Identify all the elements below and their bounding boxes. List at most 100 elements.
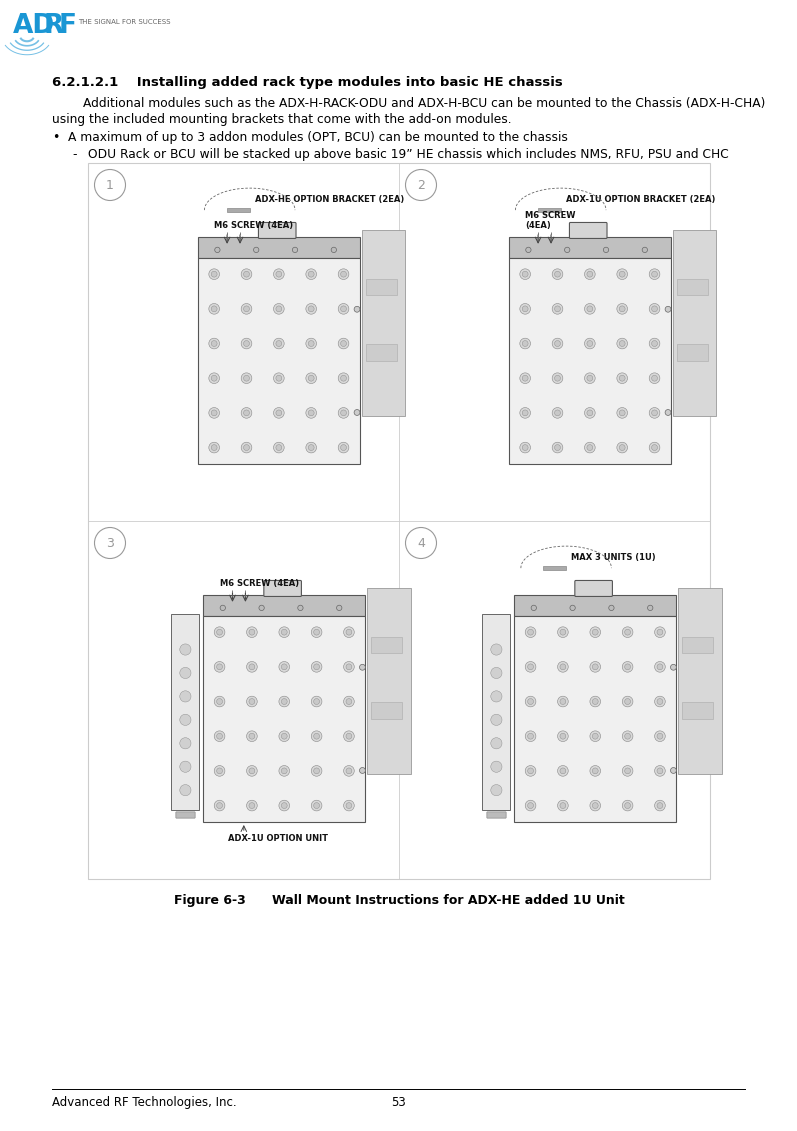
- Circle shape: [528, 699, 533, 705]
- Circle shape: [625, 664, 630, 670]
- Circle shape: [592, 768, 599, 774]
- Circle shape: [625, 768, 630, 774]
- FancyBboxPatch shape: [514, 615, 676, 822]
- Circle shape: [491, 644, 502, 655]
- Circle shape: [552, 269, 563, 279]
- Circle shape: [249, 629, 255, 636]
- Circle shape: [657, 629, 663, 636]
- Circle shape: [344, 801, 355, 811]
- Circle shape: [584, 269, 595, 279]
- Circle shape: [214, 697, 225, 707]
- Circle shape: [279, 731, 289, 742]
- Text: M6 SCREW (4EA): M6 SCREW (4EA): [219, 579, 299, 588]
- Circle shape: [654, 662, 665, 672]
- Circle shape: [526, 248, 531, 252]
- Text: M6 SCREW
(4EA): M6 SCREW (4EA): [525, 210, 575, 230]
- Circle shape: [491, 785, 502, 796]
- FancyBboxPatch shape: [509, 258, 671, 464]
- Circle shape: [312, 731, 322, 742]
- Circle shape: [650, 407, 660, 418]
- Circle shape: [246, 627, 257, 638]
- Circle shape: [220, 605, 226, 611]
- Circle shape: [180, 667, 191, 679]
- Circle shape: [587, 305, 593, 312]
- Circle shape: [584, 407, 595, 418]
- Circle shape: [558, 697, 568, 707]
- Circle shape: [244, 271, 249, 277]
- Circle shape: [180, 785, 191, 796]
- Circle shape: [273, 269, 285, 279]
- FancyBboxPatch shape: [203, 615, 365, 822]
- Circle shape: [528, 768, 533, 774]
- Circle shape: [650, 373, 660, 383]
- Text: 3: 3: [106, 536, 114, 550]
- Circle shape: [217, 629, 222, 636]
- FancyBboxPatch shape: [677, 344, 708, 361]
- Circle shape: [520, 442, 531, 452]
- Circle shape: [306, 269, 316, 279]
- Text: AD: AD: [13, 12, 55, 38]
- Text: •: •: [52, 131, 59, 144]
- Circle shape: [406, 527, 437, 559]
- Circle shape: [584, 303, 595, 314]
- Text: R: R: [44, 12, 65, 38]
- Circle shape: [340, 271, 347, 277]
- Circle shape: [670, 664, 677, 671]
- Circle shape: [244, 305, 249, 312]
- FancyBboxPatch shape: [487, 812, 506, 818]
- Circle shape: [522, 305, 528, 312]
- FancyBboxPatch shape: [682, 702, 713, 718]
- Circle shape: [622, 697, 633, 707]
- Circle shape: [279, 697, 289, 707]
- Circle shape: [217, 733, 222, 740]
- Circle shape: [180, 644, 191, 655]
- Circle shape: [281, 803, 287, 809]
- FancyBboxPatch shape: [371, 702, 402, 718]
- Circle shape: [344, 766, 355, 776]
- Circle shape: [560, 733, 566, 740]
- Circle shape: [217, 768, 222, 774]
- Circle shape: [622, 627, 633, 638]
- Circle shape: [244, 444, 249, 450]
- Circle shape: [306, 338, 316, 348]
- Circle shape: [558, 627, 568, 638]
- Circle shape: [314, 733, 320, 740]
- Circle shape: [211, 409, 217, 416]
- FancyBboxPatch shape: [258, 223, 296, 239]
- Text: -: -: [72, 148, 77, 161]
- Circle shape: [665, 409, 671, 415]
- Circle shape: [654, 627, 665, 638]
- FancyBboxPatch shape: [487, 812, 506, 818]
- Circle shape: [244, 375, 249, 381]
- Circle shape: [281, 699, 287, 705]
- Circle shape: [259, 605, 265, 611]
- FancyBboxPatch shape: [575, 580, 612, 596]
- Text: THE SIGNAL FOR SUCCESS: THE SIGNAL FOR SUCCESS: [78, 19, 171, 25]
- Circle shape: [308, 271, 314, 277]
- Circle shape: [308, 340, 314, 346]
- Circle shape: [625, 803, 630, 809]
- FancyBboxPatch shape: [487, 812, 506, 818]
- Circle shape: [340, 444, 347, 450]
- Circle shape: [625, 733, 630, 740]
- Circle shape: [340, 340, 347, 346]
- FancyBboxPatch shape: [366, 278, 397, 295]
- Circle shape: [312, 766, 322, 776]
- Circle shape: [306, 303, 316, 314]
- FancyBboxPatch shape: [171, 614, 199, 810]
- Circle shape: [555, 409, 560, 416]
- Circle shape: [241, 303, 252, 314]
- FancyBboxPatch shape: [371, 637, 402, 654]
- Circle shape: [617, 303, 627, 314]
- Circle shape: [558, 731, 568, 742]
- Circle shape: [525, 627, 536, 638]
- Circle shape: [491, 715, 502, 725]
- Circle shape: [555, 340, 560, 346]
- Text: 53: 53: [391, 1096, 406, 1110]
- Circle shape: [338, 303, 349, 314]
- Circle shape: [338, 373, 349, 383]
- Circle shape: [209, 407, 219, 418]
- Circle shape: [592, 803, 599, 809]
- Circle shape: [555, 375, 560, 381]
- Circle shape: [665, 307, 671, 312]
